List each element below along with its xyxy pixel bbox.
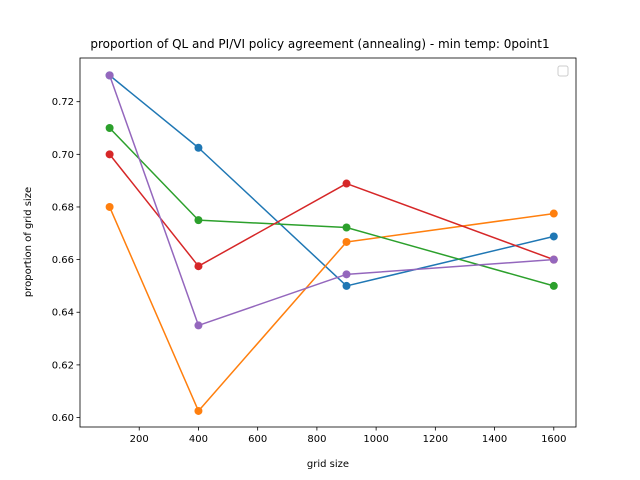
series-3-point [194,216,203,225]
x-tick-label: 200 [130,434,149,445]
series-layer [105,71,558,415]
series-2-point [549,209,558,218]
y-axis-label: proportion of grid size [23,187,34,297]
series-4-point [194,262,203,271]
x-axis-ticks: 200 400 600 800 1000 1200 1400 1600 [130,427,567,445]
y-tick-label: 0.60 [52,413,74,424]
y-tick-label: 0.72 [52,97,74,108]
plot-frame [79,57,577,428]
series-5-line [108,74,555,327]
series-1-line [108,74,555,287]
series-1-point [549,232,558,241]
series-3-point [342,223,351,232]
y-tick-label: 0.70 [52,150,74,161]
series-4-line [108,153,555,267]
x-tick-label: 800 [307,434,326,445]
y-tick-label: 0.64 [52,308,74,319]
plot-area: 200 400 600 800 1000 1200 1400 1600 0.600.620.6… [52,57,577,445]
x-axis-label: grid size [307,459,349,470]
series-3-line [108,126,555,287]
y-tick-label: 0.68 [52,202,74,213]
legend-box [557,65,569,77]
series-4-point [342,179,351,188]
series-5-point [105,71,114,80]
y-axis-ticks: 0.60 0.62 0.64 0.66 0.68 0.70 0.72 [52,97,80,424]
chart-title: proportion of QL and PI/VI policy agreem… [90,37,549,51]
x-tick-label: 600 [248,434,267,445]
series-5-point [549,255,558,264]
series-5-point [194,321,203,330]
series-2-point [105,202,114,211]
y-tick-label: 0.62 [52,360,74,371]
x-tick-label: 1400 [482,434,507,445]
series-1-point [342,281,351,290]
series-2-line [108,205,555,412]
x-tick-label: 1600 [541,434,566,445]
series-2-point [194,406,203,415]
x-tick-label: 1200 [423,434,448,445]
series-3-point [549,281,558,290]
plot-background [80,58,576,427]
series-2-point [342,237,351,246]
series-5-point [342,270,351,279]
series-1-point [194,143,203,152]
y-tick-label: 0.66 [52,255,74,266]
x-tick-label: 1000 [363,434,388,445]
series-3-point [105,124,114,133]
series-4-point [105,150,114,159]
x-tick-label: 400 [189,434,208,445]
